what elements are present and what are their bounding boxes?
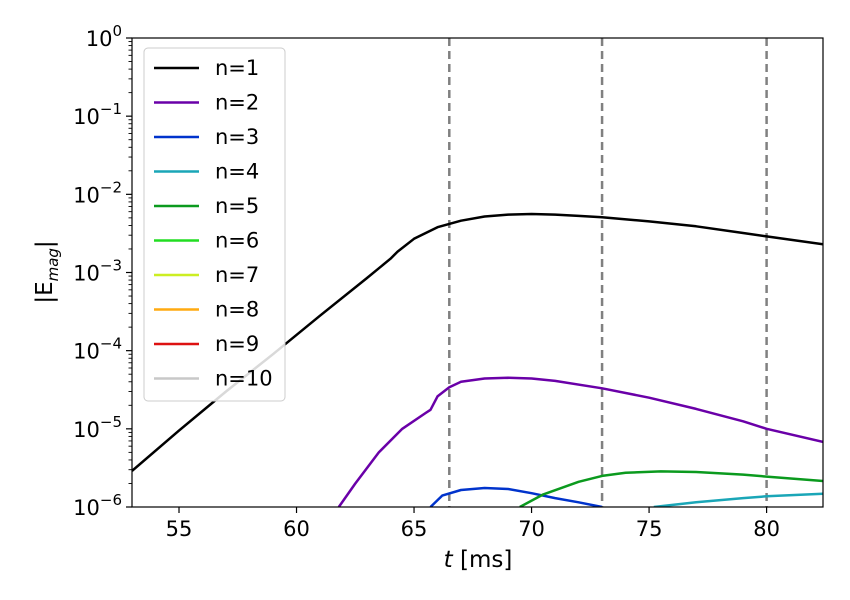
- legend-label: n=9: [215, 332, 259, 356]
- x-tick-label: 80: [753, 517, 780, 541]
- legend-entry-4: n=4: [154, 160, 259, 184]
- x-tick-label: 60: [283, 517, 310, 541]
- legend-entry-5: n=5: [154, 194, 259, 218]
- x-axis: 55 60 65 70 75 80: [166, 507, 780, 541]
- x-tick-label: 75: [636, 517, 663, 541]
- y-tick-label: 10−4: [73, 335, 122, 364]
- y-axis: 10−6 10−5 10−4 10−3 10−2 10−1 100: [73, 22, 132, 520]
- legend-entry-7: n=7: [154, 263, 259, 287]
- y-tick-label: 100: [86, 22, 122, 51]
- y-tick-label: 10−6: [73, 491, 122, 520]
- legend-label: n=3: [215, 125, 259, 149]
- y-tick-label: 10−2: [73, 178, 122, 207]
- legend-entry-1: n=1: [154, 56, 259, 80]
- legend-entry-6: n=6: [154, 229, 259, 253]
- legend-label: n=2: [215, 91, 259, 115]
- y-tick-label: 10−3: [73, 257, 122, 286]
- series-line-5: [519, 470, 823, 507]
- legend: n=1 n=2 n=3 n=4 n=5 n=6 n=7 n=8 n=9 n=10: [143, 47, 286, 402]
- legend-entry-2: n=2: [154, 91, 259, 115]
- y-tick-label: 10−1: [73, 100, 122, 129]
- x-tick-label: 65: [401, 517, 428, 541]
- legend-label: n=5: [215, 194, 259, 218]
- legend-label: n=7: [215, 263, 259, 287]
- x-tick-label: 70: [518, 517, 545, 541]
- legend-label: n=8: [215, 298, 259, 322]
- y-axis-label: |Emag|: [32, 240, 62, 303]
- series-line-3: [429, 486, 603, 507]
- legend-label: n=6: [215, 229, 259, 253]
- series-line-2: [337, 376, 823, 507]
- legend-entry-10: n=10: [154, 367, 273, 391]
- legend-label: n=1: [215, 56, 259, 80]
- y-tick-label: 10−5: [73, 413, 122, 442]
- x-tick-label: 55: [166, 517, 193, 541]
- legend-entry-3: n=3: [154, 125, 259, 149]
- x-axis-label: t [ms]: [444, 547, 513, 573]
- legend-label: n=4: [215, 160, 259, 184]
- series-lines: [132, 212, 823, 507]
- series-line-4: [653, 492, 823, 507]
- legend-label: n=10: [215, 367, 273, 391]
- legend-entry-8: n=8: [154, 298, 259, 322]
- series-line-1: [132, 212, 823, 472]
- legend-entry-9: n=9: [154, 332, 259, 356]
